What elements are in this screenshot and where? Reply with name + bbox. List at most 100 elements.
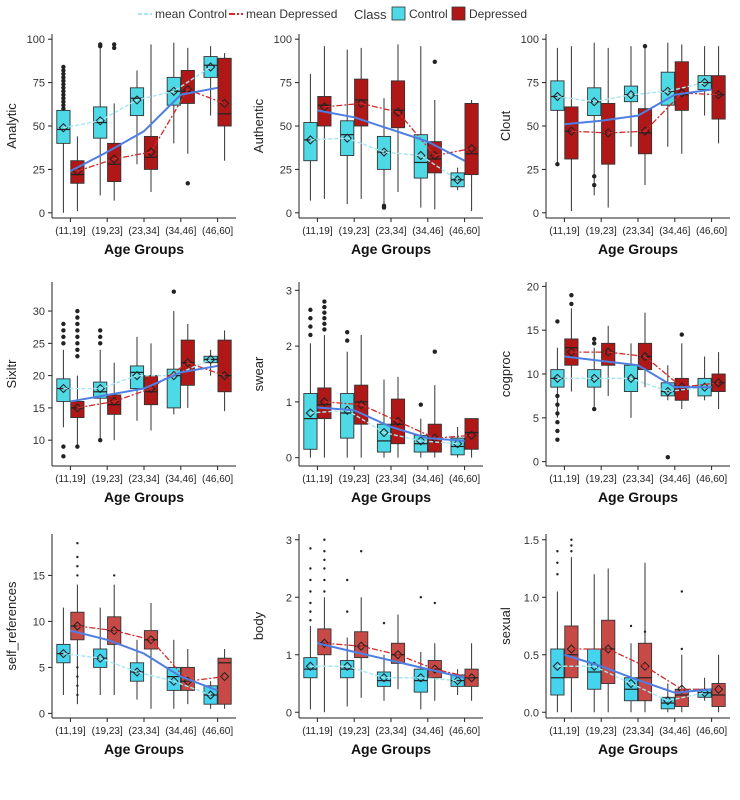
- x-axis-label: Age Groups: [598, 241, 678, 257]
- x-axis-label: Age Groups: [351, 741, 431, 757]
- depressed-outlier: [76, 542, 79, 545]
- control-outlier: [61, 99, 66, 104]
- depressed-box-body: [143, 135, 159, 170]
- trend-line: [70, 629, 218, 692]
- depressed-mean-marker: [677, 88, 687, 98]
- control-outlier: [555, 428, 560, 434]
- depressed-outlier: [112, 574, 116, 577]
- plot-area: 0 5 10 15 self_references (11,19] (19,23] (23,3…: [4, 534, 236, 757]
- mean-control-line: [557, 377, 705, 393]
- y-tick-label: 10: [33, 616, 45, 628]
- depressed-mean-marker: [603, 644, 613, 654]
- control-outlier: [61, 78, 66, 84]
- mean-depressed-line: [571, 351, 719, 388]
- control-outlier: [61, 321, 66, 327]
- y-tick-label: 10: [33, 435, 45, 447]
- y-tick-label: 20: [33, 371, 45, 383]
- x-tick-label: (46,60]: [449, 226, 480, 237]
- control-box: [697, 46, 712, 116]
- depressed-mean-marker: [219, 671, 230, 682]
- control-mean-marker: [95, 653, 105, 663]
- depressed-outlier: [569, 292, 574, 298]
- depressed-mean-marker: [319, 638, 330, 648]
- control-outlier: [61, 106, 66, 111]
- mean-depressed-line: [77, 361, 225, 409]
- depressed-outlier: [76, 555, 79, 559]
- depressed-outlier: [75, 347, 80, 352]
- control-mean-marker: [552, 661, 563, 671]
- depressed-outlier: [359, 550, 363, 553]
- depressed-box-body: [390, 642, 406, 664]
- y-tick-label: 100: [274, 34, 292, 46]
- x-tick-label: (46,60]: [696, 726, 727, 737]
- chart-svg: 0 25 50 75 100 Analytic (11,19] (19,23] (23,34] (…: [4, 34, 236, 257]
- y-tick-label: 2: [286, 341, 292, 353]
- depressed-box: [674, 44, 689, 154]
- x-tick-label: (34,46]: [165, 726, 196, 737]
- y-axis-label: cogproc: [498, 350, 513, 397]
- y-tick-label: 3: [286, 535, 292, 547]
- control-mean-marker: [305, 661, 316, 671]
- x-tick-label: (46,60]: [696, 226, 727, 237]
- depressed-outlier: [680, 647, 683, 651]
- control-box-body: [303, 122, 318, 162]
- control-box: [129, 336, 145, 421]
- y-tick-label: 0.0: [524, 707, 539, 719]
- panel-Analytic: 0 25 50 75 100 Analytic (11,19] (19,23] (23,34] (…: [0, 28, 244, 274]
- depressed-box-body: [601, 342, 616, 366]
- control-box-body: [303, 393, 318, 450]
- control-box-body: [93, 381, 108, 399]
- control-mean-marker: [205, 354, 216, 365]
- depressed-box-body: [464, 418, 479, 450]
- depressed-box: [70, 136, 85, 212]
- depressed-outlier: [322, 327, 327, 332]
- depressed-box-body: [217, 339, 232, 393]
- plot-area: 0 1 2 3 body (11,19] (19,23] (23,34] (34,46] (46,…: [251, 534, 483, 757]
- control-outlier: [556, 550, 559, 553]
- depressed-mean-marker: [430, 150, 440, 161]
- control-box: [623, 343, 639, 418]
- control-outlier: [556, 561, 559, 564]
- control-mean-marker: [305, 408, 316, 418]
- depressed-mean-marker: [183, 357, 193, 368]
- control-mean-marker: [132, 95, 142, 105]
- depressed-box: [143, 44, 159, 192]
- depressed-box-body: [180, 70, 195, 104]
- depressed-box: [601, 47, 616, 208]
- depressed-box: [107, 42, 122, 201]
- control-mean-marker: [58, 648, 69, 659]
- control-box: [129, 70, 145, 165]
- y-tick-label: 2: [286, 592, 292, 604]
- chart-svg: 0.0 0.5 1.0 1.5 sexual (11,19] (19,23] (23,34] (…: [498, 534, 730, 757]
- control-outlier: [308, 307, 313, 313]
- depressed-mean-marker: [566, 126, 577, 136]
- x-tick-label: (34,46]: [412, 474, 443, 485]
- depressed-mean-marker: [72, 621, 83, 631]
- control-mean-marker: [58, 123, 69, 133]
- depressed-box: [143, 343, 159, 431]
- control-box-body: [413, 134, 428, 179]
- x-tick-label: (46,60]: [202, 726, 233, 737]
- control-box-body: [203, 56, 218, 78]
- depressed-mean-marker: [393, 107, 403, 117]
- control-box: [340, 329, 355, 458]
- control-outlier: [61, 454, 66, 459]
- control-box: [450, 167, 465, 191]
- depressed-mean-marker: [466, 143, 477, 154]
- y-tick-label: 0.5: [524, 650, 539, 662]
- trend-line: [70, 364, 218, 403]
- depressed-outlier: [432, 349, 437, 354]
- depressed-box-body: [390, 80, 406, 129]
- y-axis-label: Analytic: [4, 103, 19, 149]
- control-mean-marker: [132, 370, 142, 381]
- depressed-outlier: [75, 354, 80, 359]
- chart-svg: 0 25 50 75 100 Authentic (11,19] (19,23] (23,34]…: [251, 34, 483, 257]
- x-tick-label: (34,46]: [659, 226, 690, 237]
- control-box: [550, 550, 565, 713]
- y-tick-label: 0: [533, 208, 539, 220]
- control-outlier: [98, 334, 103, 340]
- legend-control-label: Control: [409, 7, 448, 21]
- control-outlier: [61, 96, 66, 101]
- control-box: [660, 42, 675, 147]
- depressed-mean-marker: [466, 430, 477, 441]
